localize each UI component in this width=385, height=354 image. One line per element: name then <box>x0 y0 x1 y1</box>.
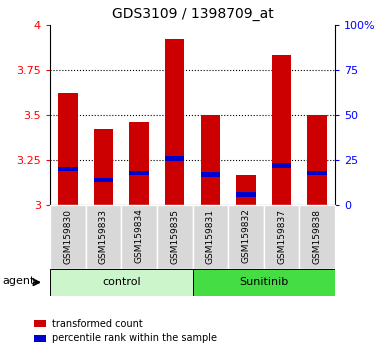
Bar <box>272 56 291 205</box>
FancyBboxPatch shape <box>50 269 192 296</box>
Bar <box>165 156 184 161</box>
Title: GDS3109 / 1398709_at: GDS3109 / 1398709_at <box>112 7 273 21</box>
Bar <box>272 163 291 168</box>
Text: percentile rank within the sample: percentile rank within the sample <box>52 333 217 343</box>
Bar <box>58 93 78 205</box>
Bar <box>94 178 113 182</box>
Bar <box>34 335 46 342</box>
Bar <box>58 167 78 171</box>
Bar <box>201 172 220 177</box>
Text: Sunitinib: Sunitinib <box>239 277 288 287</box>
FancyBboxPatch shape <box>192 269 335 296</box>
Bar <box>129 171 149 175</box>
Text: GSM159831: GSM159831 <box>206 209 215 263</box>
FancyBboxPatch shape <box>157 205 192 269</box>
Bar <box>307 171 327 175</box>
Text: transformed count: transformed count <box>52 319 143 329</box>
Text: GSM159835: GSM159835 <box>170 209 179 263</box>
Text: agent: agent <box>3 276 35 286</box>
Bar <box>236 175 256 205</box>
Text: GSM159830: GSM159830 <box>64 209 72 263</box>
FancyBboxPatch shape <box>264 205 300 269</box>
Bar <box>307 115 327 205</box>
Bar <box>165 39 184 205</box>
Text: GSM159833: GSM159833 <box>99 209 108 263</box>
Text: GSM159834: GSM159834 <box>135 209 144 263</box>
Text: GSM159837: GSM159837 <box>277 209 286 263</box>
Text: GSM159832: GSM159832 <box>241 209 250 263</box>
FancyBboxPatch shape <box>121 205 157 269</box>
FancyBboxPatch shape <box>192 205 228 269</box>
Bar <box>129 122 149 205</box>
Text: control: control <box>102 277 141 287</box>
FancyBboxPatch shape <box>300 205 335 269</box>
FancyBboxPatch shape <box>50 205 85 269</box>
Bar <box>34 320 46 327</box>
Text: GSM159838: GSM159838 <box>313 209 321 263</box>
FancyBboxPatch shape <box>85 205 121 269</box>
FancyBboxPatch shape <box>228 205 264 269</box>
Bar <box>236 192 256 197</box>
Bar <box>201 115 220 205</box>
Bar <box>94 130 113 205</box>
